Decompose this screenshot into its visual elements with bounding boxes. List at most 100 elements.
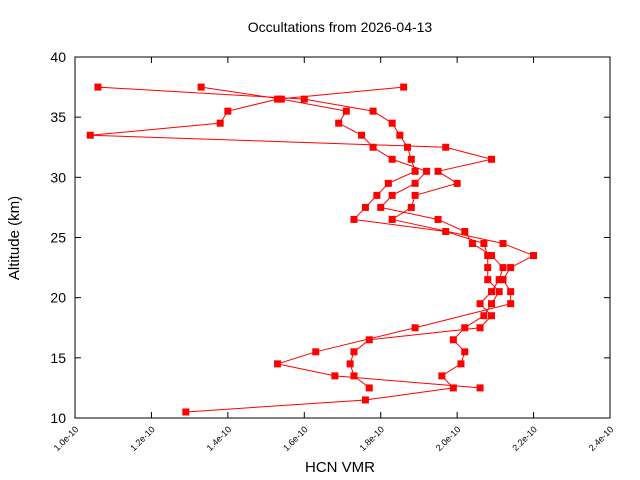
- data-point: [216, 119, 224, 127]
- data-point: [449, 384, 457, 392]
- data-point: [434, 215, 442, 223]
- data-point: [411, 167, 419, 175]
- data-point: [388, 155, 396, 163]
- series-line: [90, 86, 535, 389]
- data-point: [507, 300, 515, 308]
- data-point: [488, 300, 496, 308]
- y-tick-label: 25: [50, 230, 66, 246]
- data-point: [407, 155, 415, 163]
- x-tick-label: 2.2e-10: [510, 424, 539, 453]
- data-point: [461, 227, 469, 235]
- data-point: [488, 288, 496, 296]
- data-point: [411, 191, 419, 199]
- data-point: [369, 143, 377, 151]
- data-point: [495, 288, 503, 296]
- data-point: [495, 276, 503, 284]
- data-point: [461, 324, 469, 332]
- series-3: [86, 83, 538, 392]
- x-tick-label: 1.4e-10: [205, 424, 234, 453]
- data-point: [507, 264, 515, 272]
- data-point: [350, 348, 358, 356]
- y-tick-label: 30: [50, 169, 66, 185]
- y-tick-label: 10: [50, 410, 66, 426]
- data-point: [400, 83, 408, 91]
- data-point: [369, 107, 377, 115]
- data-point: [346, 360, 354, 368]
- chart-title: Occultations from 2026-04-13: [248, 19, 433, 35]
- data-point: [499, 240, 507, 248]
- data-point: [476, 324, 484, 332]
- data-point: [488, 252, 496, 260]
- data-point: [423, 167, 431, 175]
- data-point: [434, 167, 442, 175]
- series-2: [197, 83, 507, 392]
- series-group: [86, 83, 538, 416]
- data-point: [350, 372, 358, 380]
- y-tick-label: 35: [50, 109, 66, 125]
- data-point: [476, 300, 484, 308]
- y-tick-label: 40: [50, 49, 66, 65]
- x-tick-label: 1.8e-10: [357, 424, 386, 453]
- data-point: [484, 276, 492, 284]
- data-point: [300, 95, 308, 103]
- data-point: [312, 348, 320, 356]
- data-point: [361, 203, 369, 211]
- x-tick-label: 2.0e-10: [434, 424, 463, 453]
- data-point: [480, 240, 488, 248]
- data-point: [335, 119, 343, 127]
- data-point: [488, 155, 496, 163]
- data-point: [499, 276, 507, 284]
- series-line: [97, 86, 500, 413]
- data-point: [453, 179, 461, 187]
- axes: 1.0e-10 1.2e-10 1.4e-10 1.6e-10 1.8e-10 2.0e-…: [50, 49, 615, 453]
- data-point: [396, 131, 404, 139]
- data-point: [377, 203, 385, 211]
- data-point: [468, 240, 476, 248]
- data-point: [476, 384, 484, 392]
- y-tick-label: 20: [50, 290, 66, 306]
- data-point: [403, 143, 411, 151]
- data-point: [488, 312, 496, 320]
- data-point: [438, 372, 446, 380]
- data-point: [358, 131, 366, 139]
- data-point: [182, 408, 190, 416]
- data-point: [388, 119, 396, 127]
- data-point: [342, 107, 350, 115]
- data-point: [373, 191, 381, 199]
- data-point: [457, 360, 465, 368]
- data-point: [484, 264, 492, 272]
- data-point: [442, 143, 450, 151]
- data-point: [224, 107, 232, 115]
- data-point: [461, 348, 469, 356]
- x-axis-label: HCN VMR: [305, 459, 375, 476]
- data-point: [530, 252, 538, 260]
- data-point: [480, 312, 488, 320]
- y-tick-label: 15: [50, 350, 66, 366]
- data-point: [274, 95, 282, 103]
- data-point: [384, 179, 392, 187]
- data-point: [94, 83, 102, 91]
- data-point: [407, 203, 415, 211]
- x-tick-label: 1.0e-10: [52, 424, 81, 453]
- data-point: [197, 83, 205, 91]
- x-tick-label: 1.6e-10: [281, 424, 310, 453]
- data-point: [365, 384, 373, 392]
- series-1: [94, 83, 503, 416]
- x-tick-label: 1.2e-10: [128, 424, 157, 453]
- data-point: [86, 131, 94, 139]
- data-point: [449, 336, 457, 344]
- y-axis-label: Altitude (km): [6, 196, 23, 280]
- data-point: [499, 264, 507, 272]
- data-point: [411, 324, 419, 332]
- plot-border: [74, 56, 611, 419]
- data-point: [484, 252, 492, 260]
- x-tick-label: 2.4e-10: [587, 424, 616, 453]
- data-point: [350, 215, 358, 223]
- data-point: [274, 360, 282, 368]
- data-point: [361, 396, 369, 404]
- data-point: [507, 288, 515, 296]
- data-point: [411, 179, 419, 187]
- data-point: [331, 372, 339, 380]
- data-point: [388, 215, 396, 223]
